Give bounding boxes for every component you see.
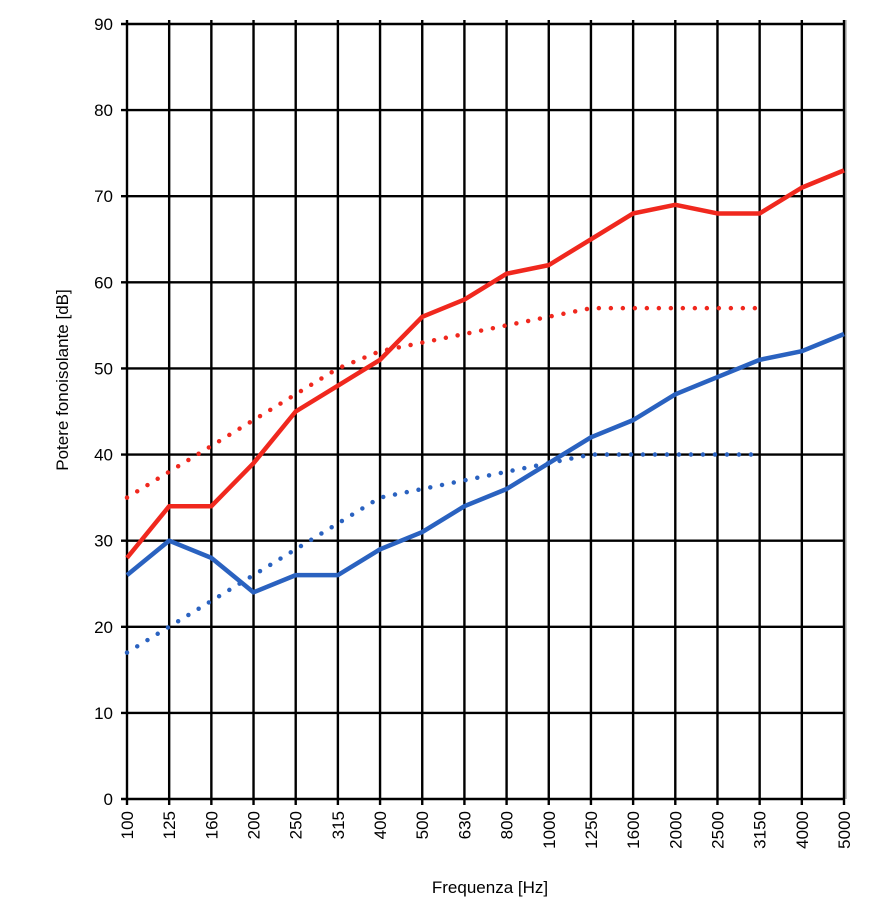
y-tick-label: 70 <box>94 187 113 206</box>
x-tick-label: 630 <box>455 811 474 839</box>
x-tick-label: 100 <box>118 811 137 839</box>
x-tick-label: 2000 <box>666 811 685 849</box>
x-tick-label: 1000 <box>540 811 559 849</box>
y-tick-label: 60 <box>94 273 113 292</box>
y-tick-label: 0 <box>104 790 113 809</box>
x-tick-label: 500 <box>413 811 432 839</box>
x-tick-label: 1600 <box>624 811 643 849</box>
series-line-solid <box>125 168 845 560</box>
x-tick-label: 250 <box>287 811 306 839</box>
y-tick-label: 20 <box>94 618 113 637</box>
x-tick-label: 160 <box>202 811 221 839</box>
y-axis-label: Potere fonoisolante [dB] <box>53 289 72 470</box>
y-tick-label: 40 <box>94 446 113 465</box>
x-tick-labels: 100 125 160 200 250 315 400 500 630 800 1000 1250 16… <box>118 811 854 849</box>
y-tick-label: 30 <box>94 532 113 551</box>
x-tick-label: 2500 <box>708 811 727 849</box>
x-tick-label: 200 <box>245 811 264 839</box>
grid <box>121 20 847 805</box>
x-tick-label: 315 <box>329 811 348 839</box>
x-tick-label: 125 <box>160 811 179 839</box>
y-tick-label: 50 <box>94 359 113 378</box>
x-tick-label: 1250 <box>582 811 601 849</box>
x-tick-label: 5000 <box>835 811 854 849</box>
y-tick-label: 90 <box>94 15 113 34</box>
x-axis-label: Frequenza [Hz] <box>432 878 548 897</box>
series-line-dotted <box>124 452 762 655</box>
y-tick-label: 80 <box>94 101 113 120</box>
series-line-solid <box>125 331 845 595</box>
x-tick-label: 800 <box>498 811 517 839</box>
y-tick-label: 10 <box>94 704 113 723</box>
x-tick-label: 3150 <box>751 811 770 849</box>
x-tick-label: 400 <box>371 811 390 839</box>
y-tick-labels: 0 10 20 30 40 50 60 70 80 90 <box>94 15 113 809</box>
x-tick-label: 4000 <box>793 811 812 849</box>
series-group <box>124 168 845 655</box>
